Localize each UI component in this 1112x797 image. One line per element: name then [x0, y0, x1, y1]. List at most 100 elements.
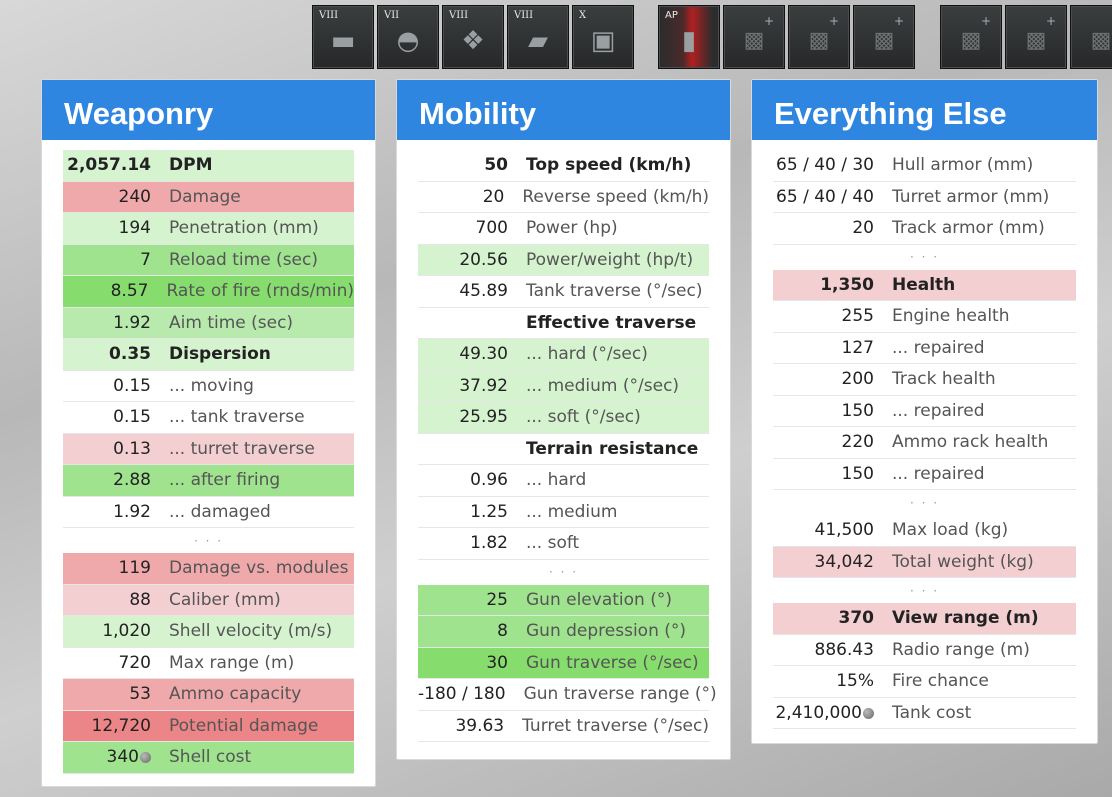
- stat-value-text: 370: [838, 608, 875, 629]
- stat-value-text: 25: [486, 589, 508, 610]
- stat-row: 2,057.14 DPM: [63, 150, 354, 182]
- stat-value: 0.96: [418, 470, 508, 490]
- stat-row: 200 Track health: [773, 364, 1076, 396]
- stat-value: 45.89: [418, 281, 508, 301]
- stat-value-text: 30: [486, 652, 508, 673]
- stat-value-text: 255: [841, 306, 874, 327]
- stat-label: ... repaired: [892, 337, 985, 358]
- stat-label: View range (m): [892, 608, 1039, 629]
- stat-row: 20 Reverse speed (km/h): [418, 182, 709, 213]
- stat-value: 119: [63, 558, 151, 578]
- gun-module[interactable]: VIII ▬: [312, 5, 374, 69]
- stat-value: 12,720: [63, 716, 151, 736]
- stat-value: 220: [773, 432, 874, 452]
- stat-value-text: 1.92: [113, 501, 151, 522]
- stat-row: 1.25 ... medium: [418, 497, 709, 528]
- stat-value: 20: [773, 218, 874, 238]
- stat-value: 127: [773, 338, 874, 358]
- stat-row: 8.57 Rate of fire (rnds/min): [63, 276, 354, 308]
- stat-row: 8 Gun depression (°): [418, 616, 709, 648]
- stat-label: Max load (kg): [892, 520, 1009, 541]
- stat-label: Engine health: [892, 306, 1010, 327]
- stat-value-text: -180 / 180: [418, 684, 506, 705]
- stat-label: Gun depression (°): [526, 621, 687, 642]
- stat-value-text: 25.95: [459, 407, 508, 428]
- consumable-slot-2[interactable]: ▩ +: [1005, 5, 1067, 69]
- plus-icon: +: [893, 14, 904, 28]
- stat-value-text: 45.89: [459, 281, 508, 302]
- stat-label: Power (hp): [526, 218, 618, 239]
- stat-label: Potential damage: [169, 715, 319, 736]
- stat-row: 1,350 Health: [773, 269, 1076, 301]
- stat-row: 370 View range (m): [773, 603, 1076, 635]
- stat-row: 30 Gun traverse (°/sec): [418, 647, 709, 679]
- stat-label: Health: [892, 274, 956, 295]
- stat-label: ... after firing: [169, 470, 281, 491]
- stat-label: ... medium (°/sec): [526, 375, 680, 396]
- stat-label: ... hard (°/sec): [526, 344, 648, 365]
- stat-row: 20.56 Power/weight (hp/t): [418, 244, 709, 276]
- stat-value-text: 119: [118, 558, 151, 579]
- stat-row: 0.96 ... hard: [418, 465, 709, 497]
- stat-value-text: 0.15: [113, 375, 151, 396]
- stat-value-text: 150: [841, 463, 874, 484]
- stat-value-text: 8.57: [110, 281, 149, 302]
- engine-module[interactable]: VIII ❖: [442, 5, 504, 69]
- mobility-panel: Mobility 50 Top speed (km/h) 20 Reverse spe…: [396, 79, 731, 760]
- stat-value-text: 2.88: [113, 470, 151, 491]
- stat-value-text: 1.82: [470, 533, 508, 554]
- suspension-module-icon: ▰: [528, 26, 548, 56]
- module-tier: VIII: [449, 10, 469, 21]
- stat-label: Gun traverse (°/sec): [526, 652, 699, 673]
- stat-value-text: 2,057.14: [67, 155, 151, 176]
- stat-value-text: 200: [841, 369, 874, 390]
- stat-row: 15% Fire chance: [773, 666, 1076, 698]
- stat-row: -180 / 180 Gun traverse range (°): [418, 679, 717, 711]
- stat-label: Effective traverse: [526, 312, 697, 333]
- stat-value: 8: [418, 621, 508, 641]
- consumable-slot-1-icon: ▩: [960, 28, 982, 53]
- stat-label: ... repaired: [892, 400, 985, 421]
- stat-label: Turret armor (mm): [892, 186, 1050, 207]
- separator-dots: · · ·: [193, 533, 224, 548]
- stat-value-text: 220: [841, 432, 874, 453]
- stat-label: Penetration (mm): [169, 218, 319, 239]
- stat-row: 20 Track armor (mm): [773, 213, 1076, 245]
- equipment-slot-1[interactable]: ▩ +: [723, 5, 785, 69]
- consumable-slot-3[interactable]: ▩+: [1070, 5, 1112, 69]
- stat-row: 0.35 Dispersion: [63, 339, 354, 371]
- stat-row: Terrain resistance: [418, 434, 709, 465]
- plus-icon: +: [1111, 14, 1112, 28]
- consumable-slot-2-icon: ▩: [1025, 28, 1047, 53]
- stat-label: ... hard: [526, 470, 587, 491]
- stat-label: Shell cost: [169, 747, 252, 768]
- stat-value: 370: [773, 608, 875, 629]
- radio-module[interactable]: X ▣: [572, 5, 634, 69]
- equipment-slot-2[interactable]: ▩ +: [788, 5, 850, 69]
- stat-label: Damage vs. modules: [169, 558, 349, 579]
- stat-value: 240: [63, 187, 151, 207]
- stat-value-text: 20: [852, 218, 874, 239]
- stat-row: 886.43 Radio range (m): [773, 635, 1076, 666]
- stat-label: ... repaired: [892, 463, 985, 484]
- turret-module[interactable]: VII ◓: [377, 5, 439, 69]
- stat-label: ... soft (°/sec): [526, 407, 641, 428]
- stat-label: ... tank traverse: [169, 407, 305, 428]
- stat-value: 65 / 40 / 40: [773, 187, 874, 207]
- stat-value-text: 886.43: [814, 639, 874, 660]
- stat-value: 34,042: [773, 552, 874, 572]
- stat-row: 65 / 40 / 40 Turret armor (mm): [773, 182, 1076, 213]
- stat-label: Radio range (m): [892, 639, 1030, 660]
- separator-dots: · · ·: [548, 565, 579, 579]
- stat-value: 1.92: [63, 313, 151, 333]
- consumable-slot-1[interactable]: ▩ +: [940, 5, 1002, 69]
- stat-value: 39.63: [418, 716, 504, 736]
- ap-shell[interactable]: AP ▮: [658, 5, 720, 69]
- equipment-slot-3[interactable]: ▩ +: [853, 5, 915, 69]
- suspension-module[interactable]: VIII ▰: [507, 5, 569, 69]
- radio-module-icon: ▣: [590, 26, 616, 56]
- stat-value-text: 53: [129, 684, 151, 705]
- equipment-slot-3-icon: ▩: [873, 28, 895, 53]
- stat-value-text: 1,020: [102, 621, 151, 642]
- stat-value: 2,410,000: [773, 703, 874, 723]
